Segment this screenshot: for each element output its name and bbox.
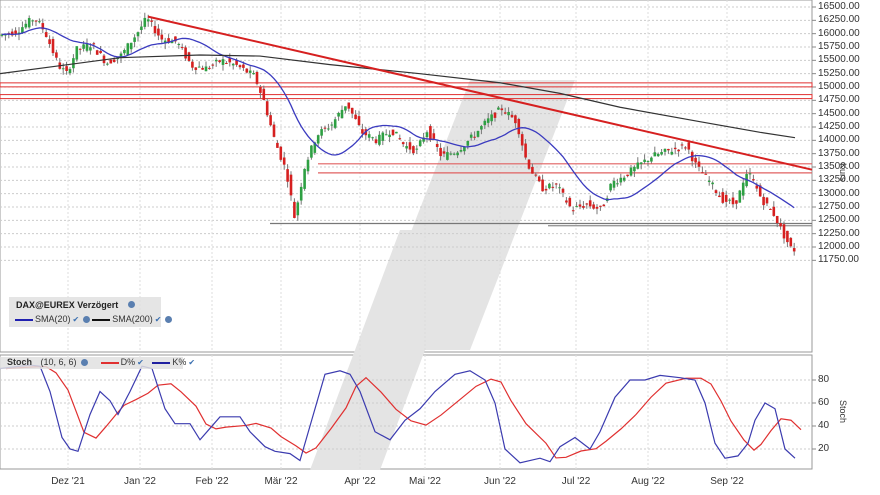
- y-tick-label: 14250.00: [818, 120, 860, 132]
- y-tick-label: 14500.00: [818, 107, 860, 119]
- x-tick-label: Jun '22: [484, 476, 516, 487]
- globe-icon[interactable]: [165, 316, 173, 324]
- y-tick-label: 13250.00: [818, 174, 860, 186]
- stoch-legend: Stoch (10, 6, 6) D% ✔ K% ✔: [0, 357, 195, 369]
- y-tick-label: 40: [818, 420, 830, 431]
- d-label: D%: [120, 357, 136, 367]
- y-tick-label: 60: [818, 397, 830, 408]
- x-tick-label: Mär '22: [264, 476, 298, 487]
- globe-icon[interactable]: [83, 316, 91, 324]
- y-tick-label: 14750.00: [818, 94, 860, 106]
- stoch-params: (10, 6, 6): [40, 357, 77, 367]
- y-tick-label: 15000.00: [818, 80, 860, 92]
- y-tick-label: 15250.00: [818, 67, 860, 79]
- y-tick-label: 13750.00: [818, 147, 860, 159]
- y-tick-label: 16500.00: [818, 1, 860, 12]
- sma200-swatch: [92, 318, 111, 321]
- y-tick-label: 13500.00: [818, 160, 860, 172]
- y-tick-label: 16000.00: [818, 27, 860, 39]
- k-label: K%: [172, 357, 187, 367]
- y-tick-label: 16250.00: [818, 14, 860, 26]
- stoch-name: Stoch: [7, 357, 33, 367]
- x-tick-label: Aug '22: [631, 476, 665, 487]
- check-icon[interactable]: ✔: [137, 358, 144, 367]
- y-tick-label: 12000.00: [818, 240, 860, 252]
- x-tick-label: Sep '22: [710, 476, 744, 487]
- y-tick-label: 12250.00: [818, 227, 860, 239]
- y-axis-title-kurs: Kurs: [838, 163, 848, 182]
- d-swatch: [100, 361, 119, 364]
- x-tick-label: Apr '22: [344, 476, 376, 487]
- y-tick-label: 20: [818, 443, 830, 454]
- stoch-legend-row: Stoch (10, 6, 6) D% ✔ K% ✔: [7, 357, 197, 367]
- globe-icon[interactable]: [81, 359, 89, 367]
- y-axis-title-stoch: Stoch: [838, 400, 848, 424]
- globe-icon[interactable]: [128, 301, 135, 308]
- sma200-label: SMA(200): [112, 314, 153, 324]
- x-tick-label: Jan '22: [124, 476, 156, 487]
- main-legend: DAX@EUREX Verzögert SMA(20) ✔ SMA(200) ✔: [9, 297, 173, 327]
- y-tick-label: 12500.00: [818, 214, 860, 226]
- check-icon[interactable]: ✔: [72, 315, 80, 324]
- x-tick-label: Jul '22: [561, 476, 591, 487]
- legend-row: SMA(20) ✔ SMA(200) ✔: [15, 314, 174, 324]
- k-swatch: [152, 361, 171, 364]
- x-tick-label: Dez '21: [51, 476, 85, 487]
- y-tick-label: 12750.00: [818, 200, 860, 212]
- y-tick-label: 15500.00: [818, 54, 860, 66]
- y-tick-label: 13000.00: [818, 187, 860, 199]
- check-icon[interactable]: ✔: [188, 358, 196, 367]
- y-tick-label: 15750.00: [818, 40, 860, 52]
- x-tick-label: Feb '22: [195, 476, 229, 487]
- y-tick-label: 11750.00: [818, 254, 859, 266]
- y-tick-label: 14000.00: [818, 134, 860, 146]
- x-tick-label: Mai '22: [409, 476, 441, 487]
- check-icon[interactable]: ✔: [154, 315, 162, 324]
- sma20-label: SMA(20): [35, 314, 71, 324]
- y-tick-label: 80: [818, 374, 830, 385]
- legend-title: DAX@EUREX Verzögert: [16, 300, 119, 310]
- sma20-swatch: [15, 318, 33, 321]
